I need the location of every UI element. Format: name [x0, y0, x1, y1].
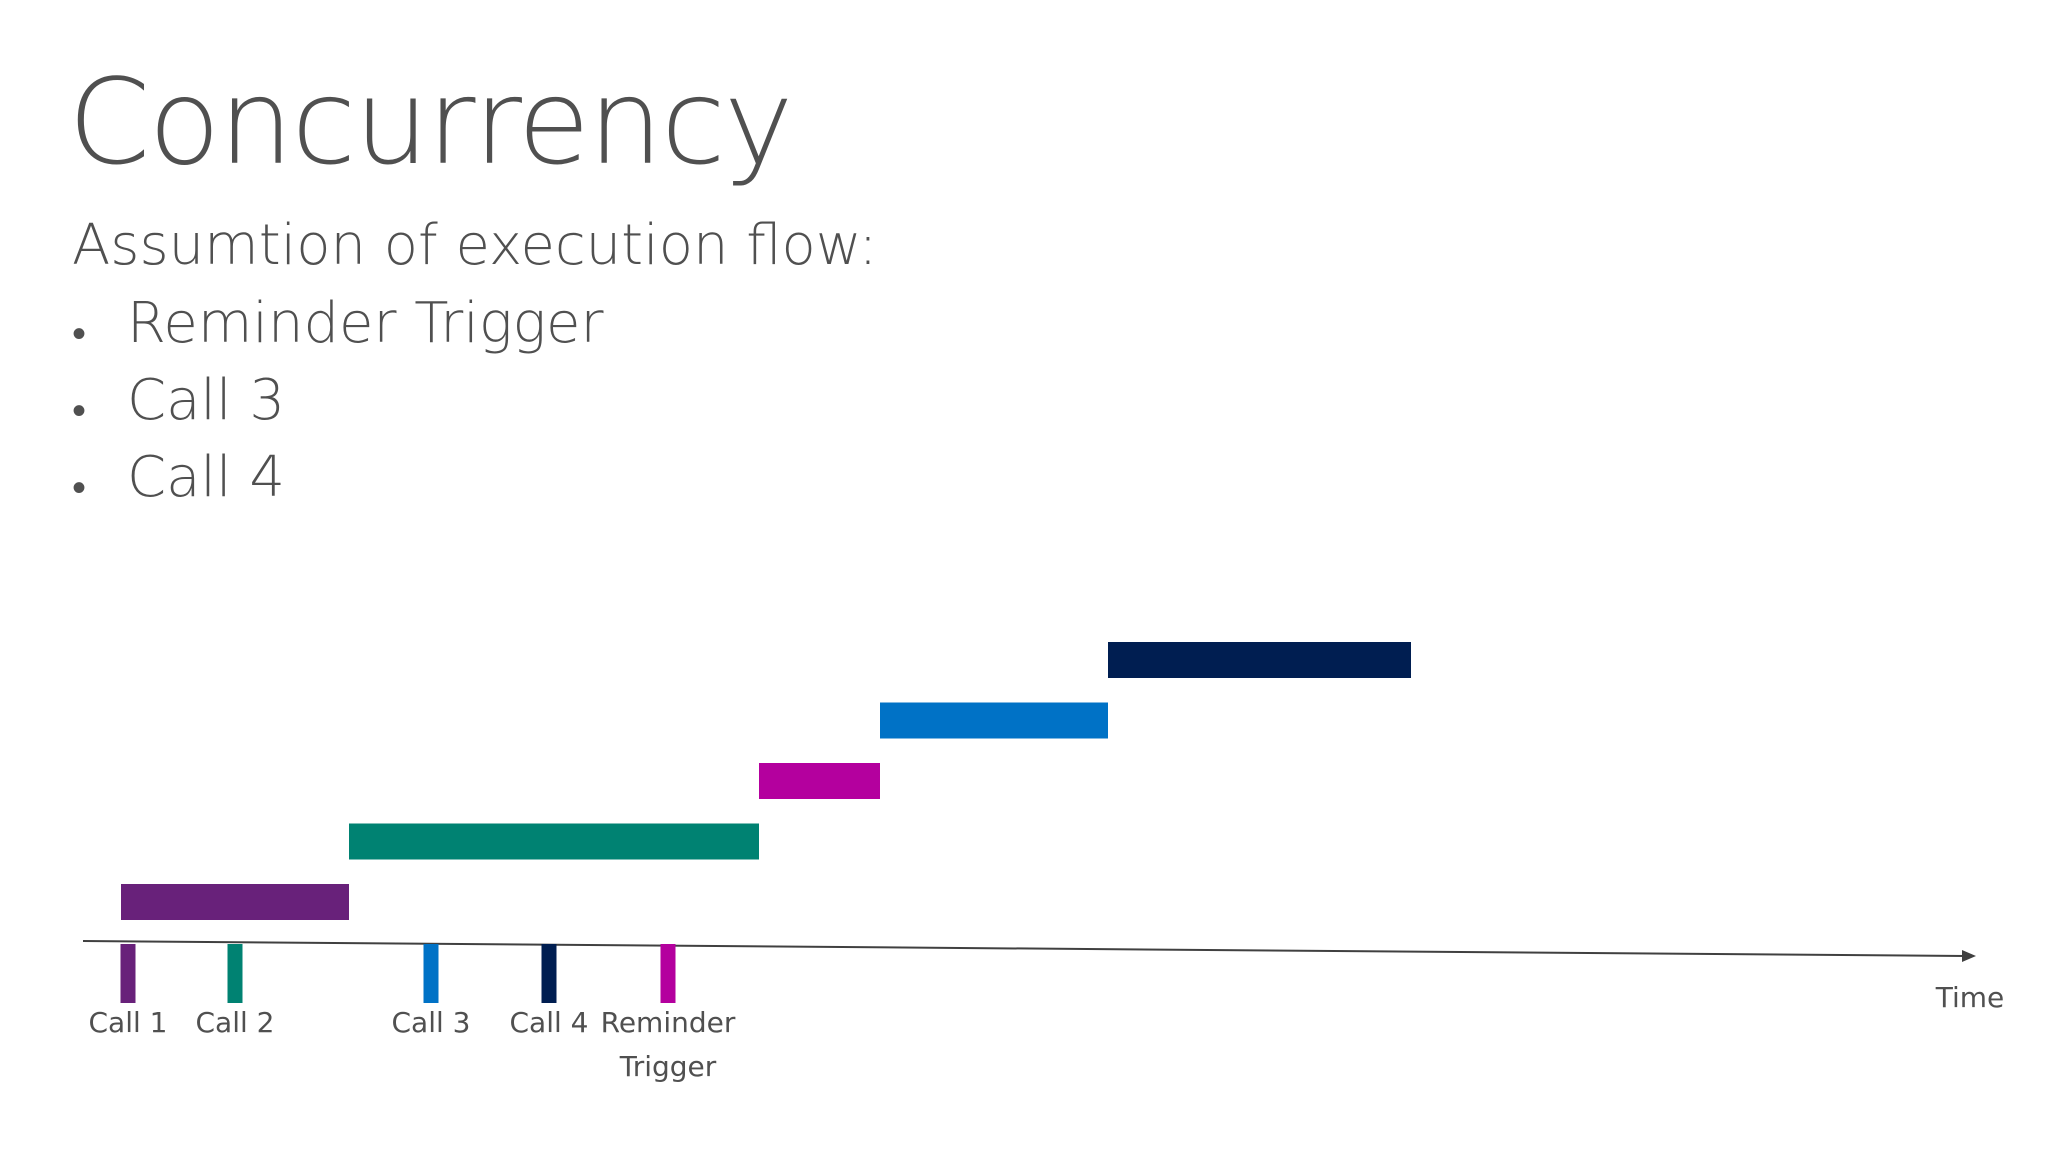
- time-axis-line: [82, 940, 1966, 957]
- slide-title: Concurrency: [68, 53, 794, 191]
- execution-bar-reminder-trigger: [759, 763, 880, 799]
- bullet-dot-icon: •: [72, 388, 87, 434]
- arrival-label-call-3: Call 3: [392, 1006, 471, 1039]
- arrival-label-call-1: Call 1: [89, 1006, 168, 1039]
- arrival-label-call-4: Call 4: [510, 1006, 589, 1039]
- execution-bar-call-4: [1108, 642, 1411, 678]
- slide-subtitle: Assumtion of execution flow:: [72, 213, 878, 278]
- execution-bar-call-3: [880, 702, 1108, 739]
- arrival-label-reminder-trigger: Trigger: [619, 1050, 717, 1083]
- bullet-text: Reminder Trigger: [127, 291, 604, 356]
- time-axis-label: Time: [1935, 981, 2005, 1014]
- bullet-text: Call 3: [127, 368, 285, 433]
- arrival-label-reminder-trigger: Reminder: [601, 1006, 736, 1039]
- arrival-mark-call-3: [423, 944, 439, 1003]
- arrival-mark-call-4: [541, 944, 557, 1003]
- time-axis-arrow-icon: [1962, 950, 1976, 962]
- bullet-dot-icon: •: [72, 465, 87, 511]
- bullet-text: Call 4: [127, 445, 285, 510]
- arrival-mark-reminder-trigger: [660, 944, 676, 1003]
- arrival-label-call-2: Call 2: [196, 1006, 275, 1039]
- arrival-mark-call-1: [120, 944, 136, 1003]
- execution-bar-call-2: [349, 823, 759, 860]
- arrival-mark-call-2: [227, 944, 243, 1003]
- execution-bar-call-1: [121, 884, 349, 920]
- bullet-dot-icon: •: [72, 311, 87, 357]
